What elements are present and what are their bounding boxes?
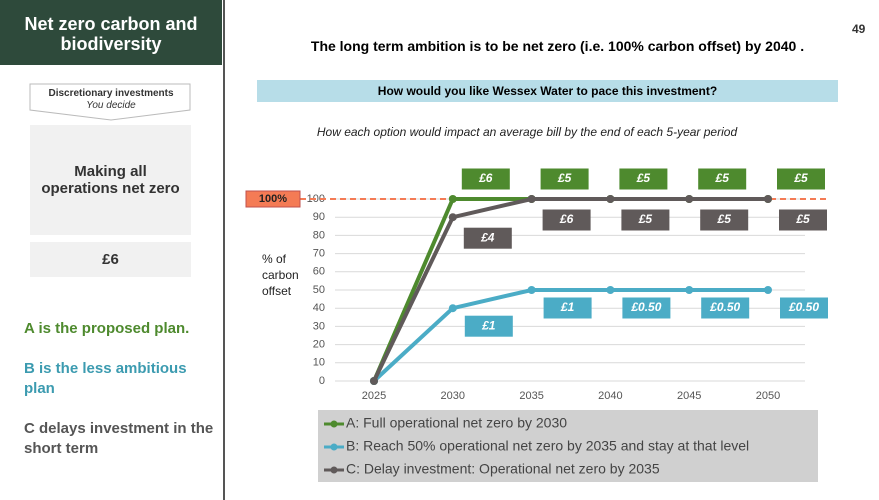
note: C delays investment in the short term: [24, 420, 214, 457]
legend-dot: [330, 443, 338, 451]
note: B is the less ambitious plan: [24, 360, 187, 397]
point: [606, 195, 615, 203]
bill-label-box: [780, 297, 828, 319]
y-tick-label: 10: [313, 357, 325, 369]
bill-label: £5: [557, 171, 572, 185]
bill-label: £0.50: [630, 300, 661, 314]
point: [606, 286, 615, 294]
bill-label: £6: [559, 212, 574, 226]
tag-line: Discretionary investments: [48, 88, 174, 99]
tag-shape: [29, 83, 191, 121]
bill-label: £5: [717, 212, 732, 226]
bill-label: £5: [638, 212, 653, 226]
cost-label: £6: [102, 251, 119, 268]
sidebar-heading: Net zero carbon and biodiversity: [24, 14, 198, 54]
y-tick-label: 70: [313, 248, 325, 260]
question-banner: [257, 80, 838, 102]
legend-label: B: Reach 50% operational net zero by 203…: [346, 438, 749, 454]
reference-label-box: [245, 190, 301, 208]
y-tick-label: 30: [313, 320, 325, 332]
note: A is the proposed plan.: [24, 320, 190, 337]
point: [527, 286, 536, 294]
y-tick-label: 40: [313, 302, 325, 314]
legend-dot: [330, 466, 338, 474]
x-tick-label: 2025: [362, 390, 386, 402]
sidebar-header: [0, 0, 222, 65]
y-axis-label: % of carbon offset: [262, 252, 299, 298]
tag-line: You decide: [86, 100, 136, 111]
legend-label: C: Delay investment: Operational net zer…: [346, 461, 660, 477]
bill-label-box: [542, 209, 591, 231]
legend-box: [318, 410, 818, 482]
y-tick-label: 90: [313, 211, 325, 223]
point: [448, 195, 457, 203]
bill-label: £5: [715, 171, 730, 185]
point: [527, 195, 536, 203]
bill-label: £5: [795, 212, 810, 226]
item-label: Making all operations net zero: [41, 163, 180, 197]
y-tick-label: 50: [313, 284, 325, 296]
bill-label-box: [540, 168, 589, 190]
legend-label: A: Full operational net zero by 2030: [346, 415, 567, 431]
bill-label-box: [461, 168, 510, 190]
y-tick-label: 60: [313, 266, 325, 278]
y-tick-label: 0: [319, 375, 325, 387]
point: [685, 195, 694, 203]
bill-label: £5: [793, 171, 808, 185]
x-tick-label: 2030: [441, 390, 465, 402]
x-tick-label: 2045: [677, 390, 701, 402]
bill-label-box: [779, 209, 827, 231]
bill-label-box: [463, 227, 512, 249]
x-tick-label: 2050: [756, 390, 780, 402]
legend-dot: [330, 420, 338, 428]
bill-label-box: [700, 209, 749, 231]
x-tick-label: 2035: [519, 390, 543, 402]
question: How would you like Wessex Water to pace …: [377, 84, 718, 98]
bill-label-box: [543, 297, 592, 319]
point: [370, 377, 378, 385]
bill-label-box: [701, 297, 750, 319]
series-line: [372, 197, 768, 382]
page-number: 49: [852, 22, 866, 36]
bill-label: £0.50: [788, 300, 819, 314]
item-box: [30, 125, 191, 235]
bill-label-box: [464, 315, 513, 337]
point: [764, 195, 772, 203]
bill-label: £5: [636, 171, 651, 185]
bill-label-box: [621, 209, 670, 231]
chart-subtitle: How each option would impact an average …: [317, 125, 738, 139]
point: [685, 286, 694, 294]
point: [448, 213, 457, 222]
divider: [223, 0, 225, 500]
point: [764, 286, 772, 294]
y-tick-label: 80: [313, 229, 325, 241]
bill-label: £4: [480, 230, 495, 244]
headline: The long term ambition is to be net zero…: [310, 38, 805, 54]
point: [448, 304, 457, 313]
bill-label: £0.50: [709, 300, 740, 314]
series-line: [372, 288, 768, 383]
bill-label: £6: [478, 171, 493, 185]
x-tick-label: 2040: [598, 390, 622, 402]
bill-label-box: [777, 168, 825, 190]
bill-label: £1: [560, 300, 575, 314]
cost-box: [30, 242, 191, 277]
bill-label-box: [619, 168, 668, 190]
bill-label: £1: [481, 318, 496, 332]
y-tick-label: 20: [313, 339, 325, 351]
bill-label-box: [622, 297, 671, 319]
reference-label: 100%: [259, 193, 287, 205]
bill-label-box: [698, 168, 747, 190]
